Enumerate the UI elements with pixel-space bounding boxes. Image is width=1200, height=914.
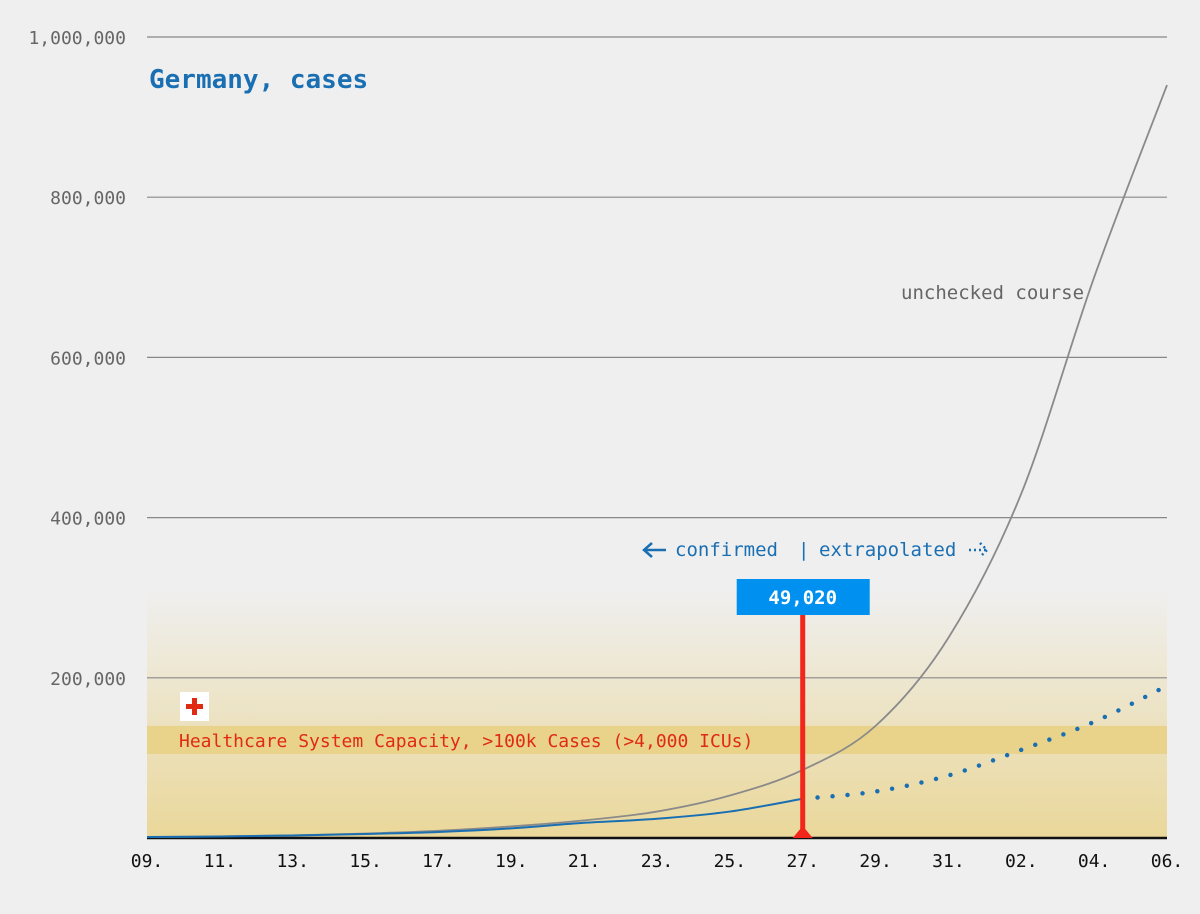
x-tick-label: 23. — [641, 851, 674, 872]
capacity-gradient — [147, 589, 1167, 838]
x-tick-label: 02. — [1005, 851, 1038, 872]
series-confirmed-line — [146, 797, 803, 839]
x-axis-ticks: 09. 11. 13. 15. 17. 19. 21. 23. 25. 27. 29. 31. 02. 0… — [131, 851, 1184, 872]
split-separator: | — [798, 539, 809, 561]
confirmed-label: confirmed — [675, 539, 778, 561]
split-label: confirmed | extrapolated — [642, 539, 989, 561]
arrow-left-icon — [642, 542, 666, 558]
x-tick-label: 25. — [714, 851, 747, 872]
x-tick-label: 15. — [349, 851, 382, 872]
y-tick-label: 400,000 — [50, 509, 126, 530]
x-tick-label: 04. — [1078, 851, 1111, 872]
x-tick-label: 11. — [204, 851, 237, 872]
case-count-value: 49,020 — [768, 587, 837, 609]
arrow-right-dotted-icon — [969, 542, 989, 558]
x-tick-label: 27. — [786, 851, 819, 872]
x-tick-label: 21. — [568, 851, 601, 872]
unchecked-course-label: unchecked course — [901, 282, 1084, 304]
chart-title: Germany, cases — [149, 65, 368, 95]
x-tick-label: 13. — [276, 851, 309, 872]
y-axis-ticks: 1,000,000 800,000 600,000 400,000 200,000 — [28, 28, 126, 690]
capacity-band — [147, 725, 1167, 754]
x-tick-label: 06. — [1151, 851, 1184, 872]
x-tick-label: 09. — [131, 851, 164, 872]
red-cross-icon — [180, 692, 209, 721]
y-tick-label: 200,000 — [50, 669, 126, 690]
capacity-label: Healthcare System Capacity, >100k Cases … — [179, 731, 753, 752]
y-tick-label: 1,000,000 — [28, 28, 126, 49]
case-count-callout — [736, 579, 870, 615]
x-tick-label: 17. — [422, 851, 455, 872]
gridlines — [147, 36, 1167, 679]
x-tick-label: 29. — [859, 851, 892, 872]
marker-base — [792, 826, 813, 838]
y-tick-label: 800,000 — [50, 188, 126, 209]
x-tick-label: 19. — [495, 851, 528, 872]
x-tick-label: 31. — [932, 851, 965, 872]
y-tick-label: 600,000 — [50, 348, 126, 369]
extrapolated-label: extrapolated — [819, 539, 956, 561]
series-lines — [146, 84, 1170, 839]
